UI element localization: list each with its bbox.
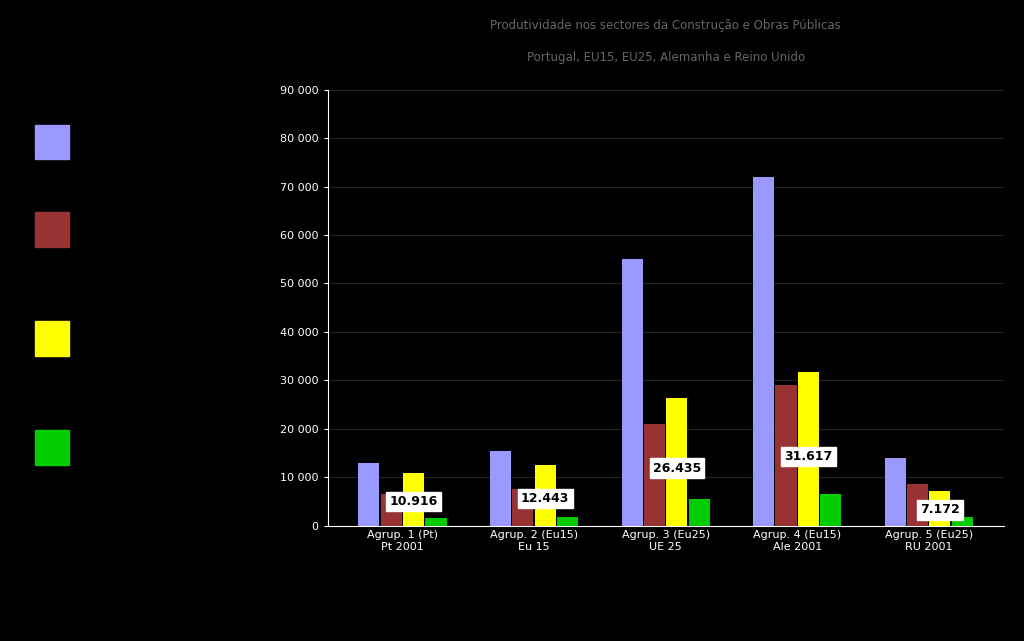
Bar <box>489 451 511 526</box>
Bar <box>885 458 905 526</box>
Text: 31.617: 31.617 <box>784 450 833 463</box>
Bar <box>403 473 424 526</box>
Bar <box>798 372 819 526</box>
Bar <box>644 424 665 526</box>
Text: 7.172: 7.172 <box>920 503 959 517</box>
Bar <box>622 259 643 526</box>
Text: VAB/
Trabalhador: VAB/ Trabalhador <box>84 215 168 243</box>
Text: Produtividade nos sectores da Construção e Obras Públicas: Produtividade nos sectores da Construção… <box>490 19 841 32</box>
Bar <box>753 177 774 526</box>
Bar <box>951 517 973 526</box>
Bar <box>667 397 687 526</box>
FancyBboxPatch shape <box>35 124 70 160</box>
Bar <box>930 491 950 526</box>
FancyBboxPatch shape <box>35 320 70 356</box>
Bar <box>688 499 710 526</box>
FancyBboxPatch shape <box>35 212 70 247</box>
Bar <box>358 463 380 526</box>
Bar <box>775 385 797 526</box>
Text: 26.435: 26.435 <box>652 462 700 474</box>
Bar <box>512 489 534 526</box>
Text: 10.916: 10.916 <box>389 495 438 508</box>
Bar <box>426 519 446 526</box>
Bar <box>381 494 401 526</box>
Bar <box>535 465 556 526</box>
Text: (VAB-Custos
com pessoal)/
Trabalhador: (VAB-Custos com pessoal)/ Trabalhador <box>84 426 180 469</box>
Text: Volume de
negocios/
Trabalhador: Volume de negocios/ Trabalhador <box>84 121 168 163</box>
Text: Portugal, EU15, EU25, Alemanha e Reino Unido: Portugal, EU15, EU25, Alemanha e Reino U… <box>526 51 805 64</box>
Bar <box>820 494 842 526</box>
FancyBboxPatch shape <box>35 429 70 465</box>
Text: 12.443: 12.443 <box>521 492 569 505</box>
Bar <box>557 517 579 526</box>
Bar <box>907 485 928 526</box>
Text: Custos com
pessoal/
Trabalhador: Custos com pessoal/ Trabalhador <box>84 317 168 360</box>
